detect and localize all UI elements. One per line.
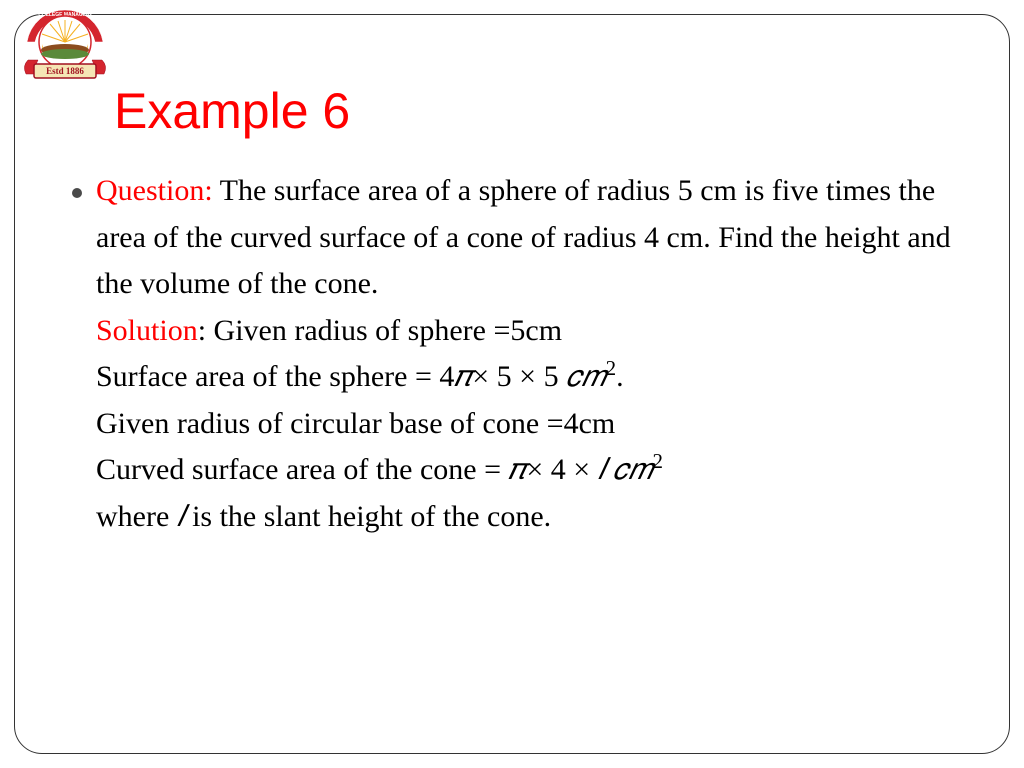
times-1: ×	[472, 360, 489, 393]
sq-1: 2	[606, 356, 617, 380]
l-2: 𝑙	[177, 500, 185, 533]
slide-title: Example 6	[114, 82, 964, 140]
cm-2: 𝑐𝑚	[613, 453, 653, 486]
times-3: ×	[526, 453, 543, 486]
four: 4	[543, 453, 573, 486]
question-text: The surface area of a sphere of radius 5…	[96, 174, 951, 300]
solution-line1: : Given radius of sphere =5cm	[198, 314, 562, 347]
svg-text:Estd 1886: Estd 1886	[46, 66, 84, 76]
csa-prefix: Curved surface area of the cone =	[96, 453, 509, 486]
pi-symbol: 𝜋	[454, 360, 472, 393]
dot-1: .	[616, 360, 624, 393]
times-2: ×	[519, 360, 536, 393]
where-prefix: where	[96, 500, 177, 533]
five-1: 5	[489, 360, 519, 393]
solution-label: Solution	[96, 314, 198, 347]
sq-2: 2	[653, 449, 664, 473]
slide-content: Example 6 Question: The surface area of …	[70, 82, 964, 540]
surface-area-prefix: Surface area of the sphere = 4	[96, 360, 454, 393]
pi-2: 𝜋	[509, 453, 527, 486]
given-cone: Given radius of circular base of cone =4…	[96, 407, 615, 440]
l-1: 𝑙	[598, 453, 606, 486]
where-suffix: is the slant height of the cone.	[185, 500, 552, 533]
times-4: ×	[573, 453, 590, 486]
question-label: Question:	[96, 174, 213, 207]
body-text: Question: The surface area of a sphere o…	[96, 168, 964, 540]
dav-logo: COLLEGE MANAGING Estd 1886	[10, 2, 120, 87]
cm-1: 𝑐𝑚	[566, 360, 606, 393]
five-2: 5	[536, 360, 566, 393]
